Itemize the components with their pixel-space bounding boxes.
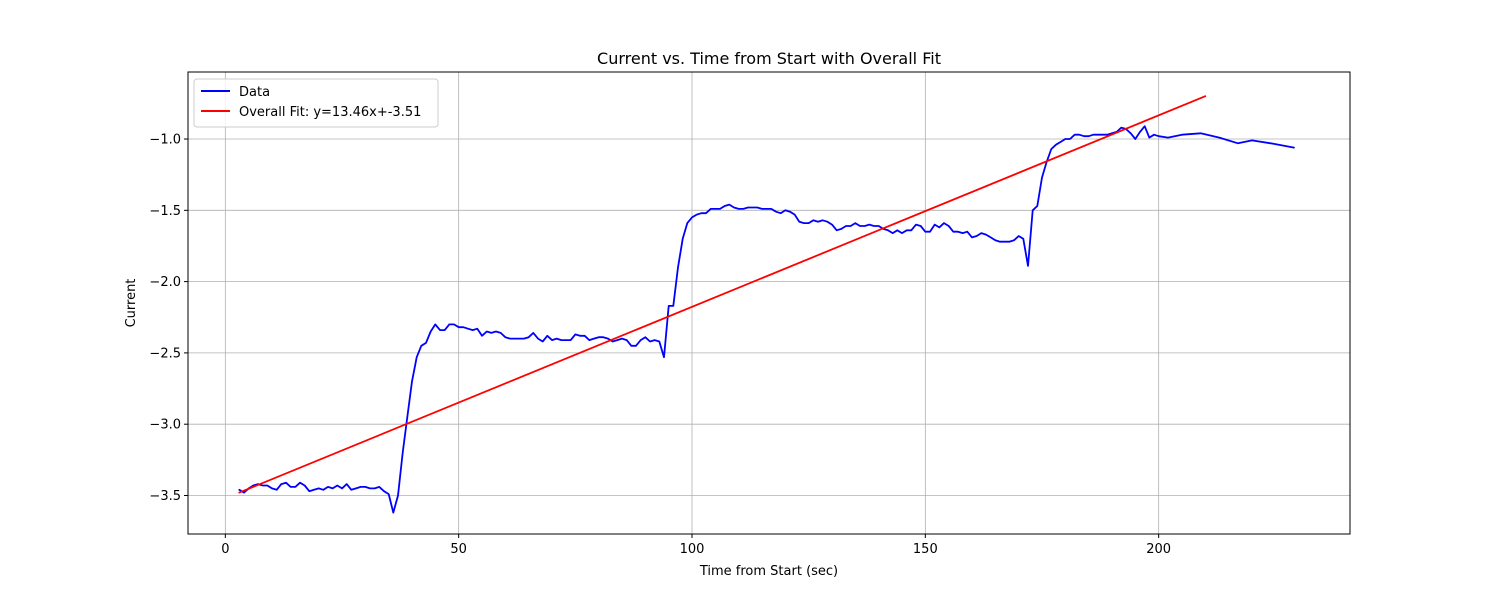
legend-label-data: Data <box>239 85 270 100</box>
x-tick-label: 50 <box>450 542 467 557</box>
series-line-data <box>238 125 1295 514</box>
legend: Data Overall Fit: y=13.46x+-3.51 <box>193 78 439 128</box>
x-tick-label: 200 <box>1146 542 1171 557</box>
legend-label-fit: Overall Fit: y=13.46x+-3.51 <box>239 105 421 120</box>
x-tick-label: 0 <box>221 542 229 557</box>
y-tick-label: −1.5 <box>149 204 181 219</box>
y-tick-label: −3.0 <box>149 418 181 433</box>
y-axis-label: Current <box>124 279 139 328</box>
x-axis-label: Time from Start (sec) <box>699 564 838 579</box>
y-tick-label: −1.0 <box>149 133 181 148</box>
y-tick-label: −2.0 <box>149 275 181 290</box>
legend-box <box>193 78 439 128</box>
y-tick-label: −2.5 <box>149 346 181 361</box>
series-layer <box>238 95 1295 514</box>
x-tick-label: 150 <box>913 542 938 557</box>
x-tick-label: 100 <box>680 542 705 557</box>
series-line-fit <box>238 95 1207 494</box>
grid-layer <box>188 72 1350 534</box>
y-tick-label: −3.5 <box>149 489 181 504</box>
plot-frame <box>187 71 1351 535</box>
tick-layer: 0 50 100 150 200 −3.5 −3.0 −2.5 −2.0 −1.5 −1.0 <box>149 133 1171 557</box>
chart-title: Current vs. Time from Start with Overall… <box>597 49 941 68</box>
